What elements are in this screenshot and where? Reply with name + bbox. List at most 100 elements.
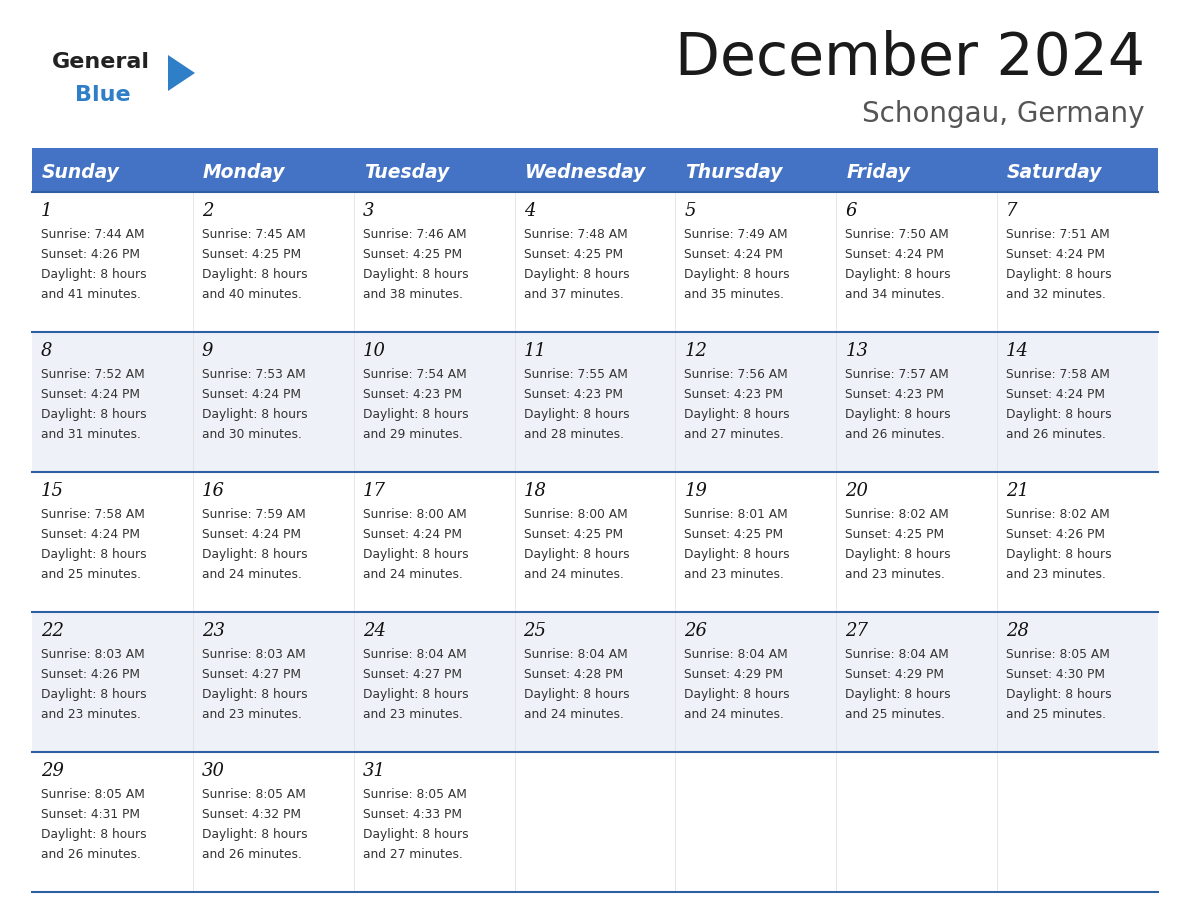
Text: 5: 5 xyxy=(684,202,696,220)
Text: and 34 minutes.: and 34 minutes. xyxy=(846,288,946,301)
Text: Sunset: 4:30 PM: Sunset: 4:30 PM xyxy=(1006,668,1105,681)
Text: Daylight: 8 hours: Daylight: 8 hours xyxy=(362,408,468,421)
Text: Daylight: 8 hours: Daylight: 8 hours xyxy=(524,688,630,701)
Text: 20: 20 xyxy=(846,482,868,500)
Text: 24: 24 xyxy=(362,622,386,640)
Polygon shape xyxy=(168,55,195,91)
Text: and 25 minutes.: and 25 minutes. xyxy=(846,708,946,721)
Text: 25: 25 xyxy=(524,622,546,640)
Text: Sunset: 4:23 PM: Sunset: 4:23 PM xyxy=(846,388,944,401)
Text: Sunrise: 7:49 AM: Sunrise: 7:49 AM xyxy=(684,228,788,241)
Text: Daylight: 8 hours: Daylight: 8 hours xyxy=(362,688,468,701)
Text: 21: 21 xyxy=(1006,482,1029,500)
Text: 22: 22 xyxy=(42,622,64,640)
Text: and 31 minutes.: and 31 minutes. xyxy=(42,428,141,441)
Text: Daylight: 8 hours: Daylight: 8 hours xyxy=(42,268,146,281)
Text: Sunset: 4:25 PM: Sunset: 4:25 PM xyxy=(524,528,623,541)
Text: 11: 11 xyxy=(524,342,546,360)
Text: Sunset: 4:26 PM: Sunset: 4:26 PM xyxy=(42,668,140,681)
Text: Sunset: 4:29 PM: Sunset: 4:29 PM xyxy=(684,668,783,681)
Text: Sunrise: 7:58 AM: Sunrise: 7:58 AM xyxy=(42,508,145,521)
Text: Sunrise: 7:46 AM: Sunrise: 7:46 AM xyxy=(362,228,467,241)
Text: 30: 30 xyxy=(202,762,225,780)
Text: Monday: Monday xyxy=(203,162,285,182)
Text: Sunset: 4:23 PM: Sunset: 4:23 PM xyxy=(362,388,462,401)
Text: Daylight: 8 hours: Daylight: 8 hours xyxy=(42,688,146,701)
Bar xyxy=(32,332,1158,472)
Text: and 41 minutes.: and 41 minutes. xyxy=(42,288,141,301)
Text: 13: 13 xyxy=(846,342,868,360)
Text: Sunset: 4:27 PM: Sunset: 4:27 PM xyxy=(202,668,301,681)
Text: 28: 28 xyxy=(1006,622,1029,640)
Text: Sunset: 4:25 PM: Sunset: 4:25 PM xyxy=(202,248,301,261)
Text: 26: 26 xyxy=(684,622,707,640)
Text: Sunrise: 7:48 AM: Sunrise: 7:48 AM xyxy=(524,228,627,241)
Text: Sunrise: 8:05 AM: Sunrise: 8:05 AM xyxy=(42,788,145,801)
Text: Sunrise: 7:45 AM: Sunrise: 7:45 AM xyxy=(202,228,305,241)
Bar xyxy=(32,472,1158,612)
Text: and 26 minutes.: and 26 minutes. xyxy=(846,428,946,441)
Text: and 24 minutes.: and 24 minutes. xyxy=(362,568,462,581)
Text: and 23 minutes.: and 23 minutes. xyxy=(846,568,946,581)
Text: Daylight: 8 hours: Daylight: 8 hours xyxy=(684,408,790,421)
Text: Sunrise: 8:04 AM: Sunrise: 8:04 AM xyxy=(524,648,627,661)
Text: and 23 minutes.: and 23 minutes. xyxy=(42,708,141,721)
Text: and 25 minutes.: and 25 minutes. xyxy=(42,568,141,581)
Text: 12: 12 xyxy=(684,342,707,360)
Text: Daylight: 8 hours: Daylight: 8 hours xyxy=(42,828,146,841)
Text: 19: 19 xyxy=(684,482,707,500)
Text: and 23 minutes.: and 23 minutes. xyxy=(362,708,462,721)
Bar xyxy=(32,192,1158,332)
Text: Sunset: 4:24 PM: Sunset: 4:24 PM xyxy=(362,528,462,541)
Text: Sunset: 4:27 PM: Sunset: 4:27 PM xyxy=(362,668,462,681)
Bar xyxy=(32,752,1158,892)
Text: 27: 27 xyxy=(846,622,868,640)
Text: 18: 18 xyxy=(524,482,546,500)
Text: Sunrise: 7:59 AM: Sunrise: 7:59 AM xyxy=(202,508,305,521)
Text: Sunset: 4:25 PM: Sunset: 4:25 PM xyxy=(524,248,623,261)
Text: Sunrise: 7:57 AM: Sunrise: 7:57 AM xyxy=(846,368,949,381)
Text: and 26 minutes.: and 26 minutes. xyxy=(202,848,302,861)
Text: Sunset: 4:24 PM: Sunset: 4:24 PM xyxy=(846,248,944,261)
Text: Daylight: 8 hours: Daylight: 8 hours xyxy=(362,268,468,281)
Text: 8: 8 xyxy=(42,342,52,360)
Text: Wednesday: Wednesday xyxy=(525,162,645,182)
Text: Sunset: 4:25 PM: Sunset: 4:25 PM xyxy=(846,528,944,541)
Text: Daylight: 8 hours: Daylight: 8 hours xyxy=(202,408,308,421)
Text: and 38 minutes.: and 38 minutes. xyxy=(362,288,462,301)
Text: Sunset: 4:25 PM: Sunset: 4:25 PM xyxy=(362,248,462,261)
Text: Daylight: 8 hours: Daylight: 8 hours xyxy=(684,548,790,561)
Text: Sunset: 4:32 PM: Sunset: 4:32 PM xyxy=(202,808,301,821)
Text: Daylight: 8 hours: Daylight: 8 hours xyxy=(202,688,308,701)
Text: Sunset: 4:33 PM: Sunset: 4:33 PM xyxy=(362,808,462,821)
Text: Daylight: 8 hours: Daylight: 8 hours xyxy=(1006,548,1112,561)
Text: Sunset: 4:31 PM: Sunset: 4:31 PM xyxy=(42,808,140,821)
Text: and 28 minutes.: and 28 minutes. xyxy=(524,428,624,441)
Text: Sunday: Sunday xyxy=(42,162,120,182)
Text: and 23 minutes.: and 23 minutes. xyxy=(684,568,784,581)
Text: and 23 minutes.: and 23 minutes. xyxy=(202,708,302,721)
Text: Sunrise: 8:02 AM: Sunrise: 8:02 AM xyxy=(846,508,949,521)
Text: Sunset: 4:28 PM: Sunset: 4:28 PM xyxy=(524,668,623,681)
Text: and 27 minutes.: and 27 minutes. xyxy=(362,848,462,861)
Text: and 24 minutes.: and 24 minutes. xyxy=(202,568,302,581)
Text: Sunrise: 8:05 AM: Sunrise: 8:05 AM xyxy=(362,788,467,801)
Text: 23: 23 xyxy=(202,622,225,640)
Text: Daylight: 8 hours: Daylight: 8 hours xyxy=(362,828,468,841)
Text: and 24 minutes.: and 24 minutes. xyxy=(684,708,784,721)
Text: Sunrise: 7:53 AM: Sunrise: 7:53 AM xyxy=(202,368,305,381)
Text: Daylight: 8 hours: Daylight: 8 hours xyxy=(524,408,630,421)
Text: 6: 6 xyxy=(846,202,857,220)
Text: Sunrise: 7:51 AM: Sunrise: 7:51 AM xyxy=(1006,228,1110,241)
Text: Sunset: 4:29 PM: Sunset: 4:29 PM xyxy=(846,668,944,681)
Text: Daylight: 8 hours: Daylight: 8 hours xyxy=(42,548,146,561)
Text: General: General xyxy=(52,52,150,72)
Bar xyxy=(32,612,1158,752)
Text: Sunset: 4:23 PM: Sunset: 4:23 PM xyxy=(524,388,623,401)
Text: Daylight: 8 hours: Daylight: 8 hours xyxy=(524,548,630,561)
Text: Sunset: 4:24 PM: Sunset: 4:24 PM xyxy=(202,528,301,541)
Text: December 2024: December 2024 xyxy=(675,30,1145,87)
Text: Daylight: 8 hours: Daylight: 8 hours xyxy=(524,268,630,281)
Text: Sunrise: 8:00 AM: Sunrise: 8:00 AM xyxy=(524,508,627,521)
Text: 31: 31 xyxy=(362,762,386,780)
